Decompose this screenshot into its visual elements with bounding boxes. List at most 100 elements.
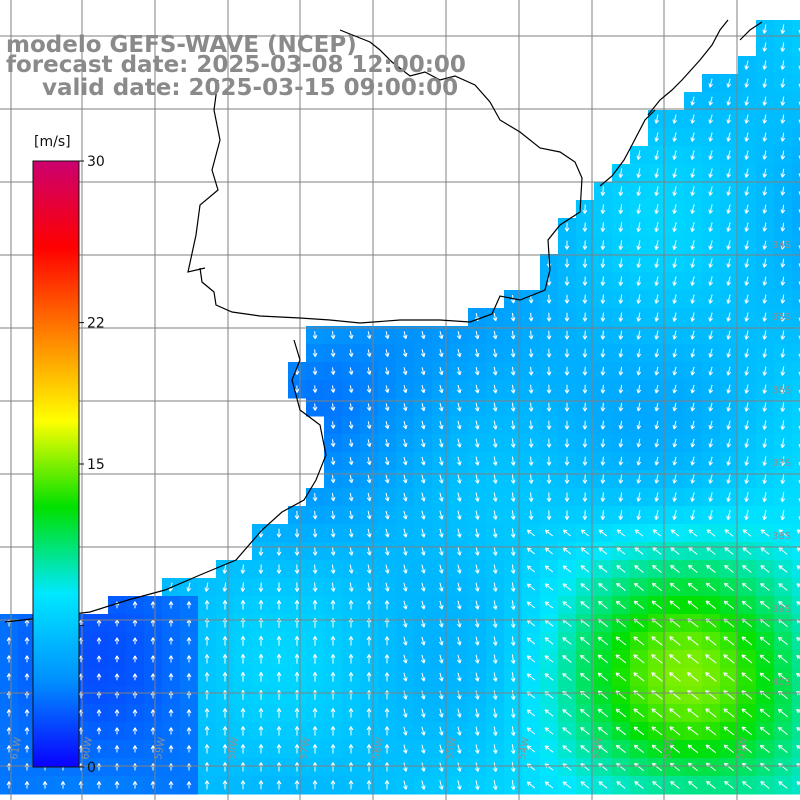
field-cell	[792, 506, 800, 525]
wind-arrow	[294, 653, 300, 664]
wind-arrow	[96, 655, 102, 663]
wind-arrow	[618, 348, 624, 358]
wind-arrow	[276, 708, 282, 718]
wind-arrow	[544, 727, 554, 735]
wind-arrow	[330, 349, 336, 357]
wind-arrow	[420, 510, 426, 520]
wind-arrow	[600, 384, 606, 394]
wind-arrow	[186, 781, 192, 789]
wind-arrow	[726, 132, 731, 142]
wind-arrow	[780, 294, 786, 304]
wind-arrow	[744, 150, 750, 160]
wind-arrow	[688, 564, 698, 573]
wind-arrow	[636, 312, 642, 322]
wind-arrow	[384, 564, 390, 574]
wind-arrow	[456, 349, 462, 358]
wind-arrow	[420, 492, 426, 502]
wind-arrow	[312, 564, 318, 574]
wind-arrow	[744, 510, 749, 521]
wind-arrow	[672, 168, 677, 178]
wind-arrow	[762, 114, 768, 124]
wind-arrow	[330, 744, 336, 754]
wind-arrow	[544, 673, 554, 681]
wind-arrow	[762, 366, 768, 376]
wind-arrow	[240, 708, 246, 718]
wind-arrow	[600, 276, 606, 286]
wind-arrow	[742, 547, 752, 555]
wind-arrow	[762, 258, 768, 268]
wind-arrow	[456, 366, 462, 376]
wind-arrow	[562, 727, 572, 735]
wind-arrow	[708, 204, 713, 214]
wind-arrow	[258, 564, 264, 574]
wind-arrow	[402, 474, 408, 484]
wind-arrow	[742, 565, 752, 573]
wind-arrow	[456, 582, 462, 592]
wind-arrow	[402, 564, 408, 574]
wind-arrow	[276, 671, 282, 682]
wind-arrow	[492, 708, 498, 718]
wind-arrow	[651, 708, 663, 718]
wind-arrow	[618, 510, 624, 520]
wind-arrow	[456, 510, 462, 520]
field-cell	[792, 56, 800, 75]
lon-label: 61W	[9, 736, 24, 760]
wind-arrow	[438, 420, 444, 430]
wind-arrow	[690, 114, 695, 124]
wind-arrow	[222, 564, 228, 574]
wind-arrow	[258, 546, 264, 556]
wind-arrow	[438, 456, 444, 466]
wind-arrow	[294, 744, 300, 754]
wind-arrow	[132, 781, 138, 789]
wind-arrow	[579, 654, 590, 664]
wind-arrow	[402, 546, 408, 556]
wind-arrow	[492, 510, 498, 520]
wind-arrow	[705, 708, 717, 718]
wind-arrow	[258, 582, 264, 592]
wind-arrow	[294, 528, 300, 538]
wind-arrow	[258, 726, 264, 736]
wind-arrow	[778, 529, 788, 537]
wind-arrow	[546, 492, 552, 502]
wind-arrow	[312, 654, 318, 664]
wind-arrow	[726, 474, 731, 484]
wind-arrow	[654, 258, 659, 268]
wind-arrow	[672, 150, 677, 160]
wind-arrow	[294, 780, 300, 790]
wind-arrow	[780, 96, 786, 106]
wind-arrow	[312, 493, 318, 502]
wind-arrow	[384, 582, 390, 592]
wind-arrow	[654, 294, 660, 304]
wind-arrow	[492, 438, 498, 448]
wind-arrow	[402, 726, 408, 736]
wind-arrow	[708, 168, 713, 178]
wind-arrow	[544, 601, 554, 609]
wind-arrow	[312, 510, 318, 520]
wind-arrow	[438, 564, 444, 574]
wind-arrow	[276, 582, 282, 592]
wind-arrow	[636, 474, 642, 484]
wind-arrow	[708, 384, 714, 394]
wind-arrow	[741, 708, 753, 718]
wind-arrow	[654, 384, 660, 394]
wind-arrow	[672, 330, 678, 340]
wind-arrow	[474, 546, 480, 556]
wind-arrow	[384, 780, 390, 790]
wind-arrow	[636, 168, 642, 178]
wind-arrow	[708, 78, 714, 88]
wind-arrow	[778, 763, 788, 771]
wind-arrow	[651, 672, 663, 682]
wind-arrow	[348, 654, 354, 664]
wind-arrow	[402, 438, 408, 448]
wind-arrow	[330, 510, 336, 520]
wind-arrow	[384, 672, 390, 682]
lat-label: 39S	[772, 604, 791, 615]
wind-arrow	[312, 367, 318, 375]
wind-arrow	[672, 510, 677, 521]
wind-arrow	[615, 726, 627, 736]
wind-arrow	[420, 600, 426, 610]
wind-arrow	[705, 744, 717, 754]
field-cell	[792, 488, 800, 507]
